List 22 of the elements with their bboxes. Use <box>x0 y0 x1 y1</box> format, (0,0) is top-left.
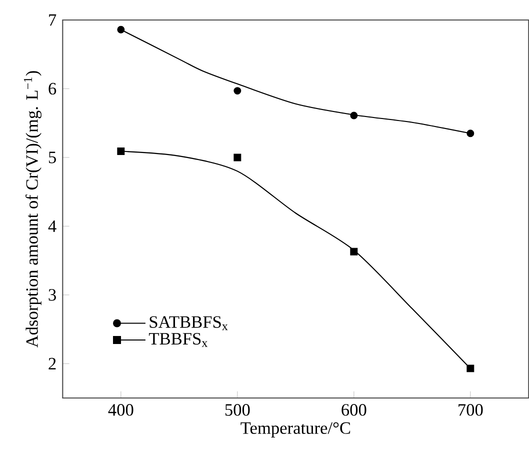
y-tick-label: 7 <box>49 14 56 26</box>
legend-label: TBBFS$_{x}$ <box>148 332 208 347</box>
y-tick-label: 2 <box>48 358 56 370</box>
x-tick-label: 700 <box>458 404 483 416</box>
point <box>234 87 242 95</box>
y-tick-label: 6 <box>48 82 56 95</box>
y-tick-label: 4 <box>48 220 56 232</box>
x-axis-title: Temperature/°C <box>240 422 350 438</box>
x-tick-label: 400 <box>108 404 134 416</box>
point <box>117 26 125 34</box>
point <box>466 364 474 372</box>
x-tick-label: 500 <box>225 404 250 416</box>
y-tick-label: 5 <box>48 152 56 164</box>
point <box>350 248 358 256</box>
point <box>466 130 474 138</box>
y-tick-label: 3 <box>48 289 56 301</box>
y-axis-title: Adsorption amount of Cr(VI)/(mg. L$^{−1}$) <box>24 71 42 348</box>
point <box>350 112 358 120</box>
point <box>117 148 125 156</box>
point <box>234 154 242 162</box>
x-tick-label: 600 <box>342 404 366 416</box>
legend-label: SATBBFS$_{x}$ <box>150 316 228 330</box>
